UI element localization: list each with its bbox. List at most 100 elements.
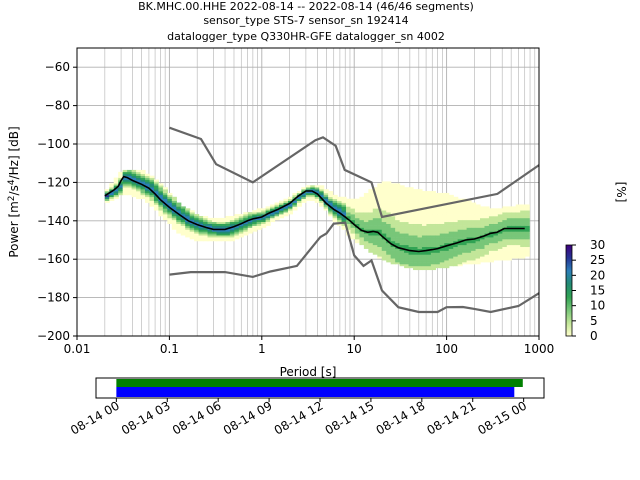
density-cell <box>368 237 374 240</box>
density-cell <box>287 206 294 209</box>
density-cell <box>386 202 392 205</box>
density-cell <box>480 210 486 213</box>
density-cell <box>363 210 369 213</box>
density-cell <box>176 227 182 230</box>
density-cell <box>426 267 432 271</box>
density-cell <box>520 237 526 240</box>
density-cell <box>444 194 450 198</box>
density-cell <box>466 210 472 213</box>
density-cell <box>377 231 383 234</box>
density-cell <box>136 177 142 180</box>
density-cell <box>319 194 325 198</box>
density-cell <box>363 219 369 223</box>
density-cell <box>502 229 508 232</box>
density-cell <box>408 244 414 248</box>
density-cell <box>395 194 401 198</box>
density-cell <box>395 254 401 257</box>
density-cell <box>453 248 459 251</box>
density-cell <box>238 231 244 234</box>
density-cell <box>359 210 365 213</box>
density-cell <box>457 202 463 205</box>
density-cell <box>404 212 410 215</box>
density-cell <box>377 244 383 248</box>
density-cell <box>167 202 173 205</box>
density-cell <box>466 240 472 244</box>
density-cell <box>439 202 445 205</box>
density-cell <box>448 200 454 203</box>
density-cell <box>167 198 173 201</box>
density-cell <box>430 223 436 226</box>
density-cell <box>372 198 378 201</box>
density-cell <box>444 254 450 257</box>
density-cell <box>167 196 173 200</box>
density-cell <box>480 237 486 240</box>
density-cell <box>497 231 503 234</box>
density-cell <box>457 252 463 255</box>
density-cell <box>390 231 396 234</box>
density-cell <box>488 216 495 219</box>
density-cell <box>399 248 405 251</box>
density-cell <box>413 239 419 242</box>
density-cell <box>109 185 115 188</box>
density-cell <box>350 206 356 209</box>
density-cell <box>149 200 155 203</box>
density-cell <box>399 233 405 236</box>
density-cell <box>350 210 356 213</box>
density-cell <box>252 225 258 228</box>
density-cell <box>488 237 495 240</box>
density-cell <box>399 198 405 201</box>
density-cell <box>390 239 396 242</box>
density-cell <box>229 217 235 221</box>
density-cell <box>399 185 405 188</box>
density-cell <box>212 231 218 234</box>
density-cell <box>145 196 151 200</box>
density-cell <box>448 256 454 259</box>
density-cell <box>488 242 495 246</box>
density-cell <box>363 198 369 201</box>
density-cell <box>220 223 227 226</box>
density-cell <box>368 216 374 219</box>
density-cell <box>524 214 530 217</box>
density-cell <box>207 223 213 226</box>
density-cell <box>381 187 387 190</box>
density-cell <box>417 239 423 242</box>
density-cell <box>162 198 168 201</box>
density-cell <box>444 231 450 234</box>
density-cell <box>395 198 401 201</box>
density-cell <box>488 246 495 249</box>
density-cell <box>462 244 468 248</box>
density-cell <box>426 239 432 242</box>
density-cell <box>515 217 521 221</box>
density-cell <box>386 208 392 211</box>
density-cell <box>354 210 361 213</box>
density-cell <box>497 210 503 213</box>
density-cell <box>252 223 258 226</box>
density-cell <box>234 229 240 232</box>
density-cell <box>234 214 240 217</box>
density-cell <box>127 185 133 188</box>
density-cell <box>439 239 445 242</box>
density-cell <box>386 217 392 221</box>
density-cell <box>372 202 378 205</box>
density-cell <box>453 229 459 232</box>
density-cell <box>162 187 168 190</box>
density-cell <box>279 214 285 217</box>
density-cell <box>363 227 369 230</box>
density-cell <box>421 250 428 253</box>
density-cell <box>162 214 168 217</box>
density-cell <box>212 223 218 226</box>
density-cell <box>229 233 235 236</box>
density-cell <box>435 256 441 259</box>
density-cell <box>520 225 526 228</box>
density-cell <box>122 191 128 194</box>
density-cell <box>404 252 410 255</box>
density-cell <box>225 233 231 236</box>
density-cell <box>305 192 311 196</box>
density-cell <box>515 212 521 215</box>
density-cell <box>430 240 436 244</box>
density-cell <box>390 194 396 198</box>
density-cell <box>104 191 110 194</box>
density-cell <box>426 265 432 269</box>
density-cell <box>488 208 495 211</box>
density-cell <box>484 210 490 213</box>
